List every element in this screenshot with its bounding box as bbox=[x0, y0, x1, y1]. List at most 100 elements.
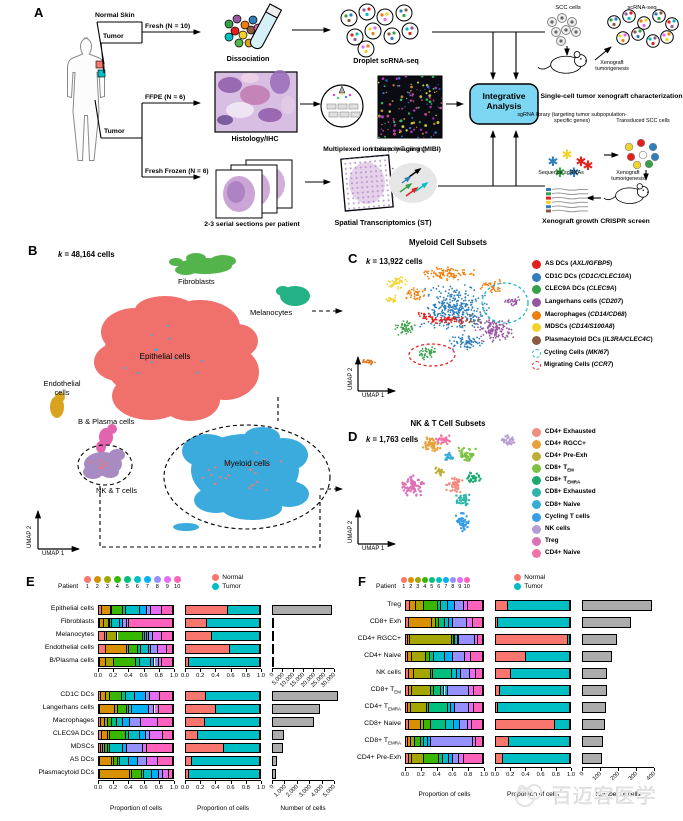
patient-number: 3 bbox=[416, 584, 420, 590]
proportion-axis: 0.0 0.2 0.4 0.6 0.8 1.0 bbox=[491, 767, 575, 787]
bar-segment bbox=[127, 644, 130, 653]
bar-segment bbox=[99, 743, 102, 752]
count-bar-track bbox=[582, 617, 654, 628]
bar-segment bbox=[455, 635, 458, 644]
patient-legend-entry: 3 bbox=[102, 576, 112, 590]
label-scrnaseq: scRNA-seq bbox=[627, 5, 657, 11]
row-label: CD8+ Exh bbox=[369, 618, 401, 626]
bar-segment bbox=[100, 756, 112, 765]
bar-segment bbox=[440, 601, 449, 610]
bar-segment bbox=[409, 669, 414, 678]
stacked-bar-by-patient bbox=[405, 634, 484, 645]
axis-tick-label: 0.8 bbox=[241, 785, 250, 791]
bar-segment bbox=[186, 631, 212, 640]
legend-label: Cycling T cells bbox=[545, 512, 590, 520]
stacked-bar-normal-tumor bbox=[185, 617, 261, 628]
patient-number: 5 bbox=[125, 584, 129, 590]
bar-segment bbox=[122, 605, 126, 614]
umap-b-axes bbox=[34, 509, 81, 553]
patient-color-dot bbox=[103, 576, 111, 583]
axis-tick-label: 0.4 bbox=[211, 785, 220, 791]
legend-item: Treg bbox=[532, 535, 682, 547]
bar-segment bbox=[99, 605, 102, 614]
bar-segment bbox=[467, 601, 483, 610]
bar-segment bbox=[498, 618, 570, 627]
count-bar bbox=[272, 690, 338, 701]
count-bar bbox=[272, 617, 274, 628]
axis-tick-label: 1.0 bbox=[256, 673, 266, 679]
bar-segment bbox=[104, 618, 109, 627]
transduced-cells-icon bbox=[624, 138, 660, 170]
stacked-bar-normal-tumor bbox=[185, 643, 261, 654]
bar-segment bbox=[427, 737, 431, 746]
axis-tick-label: 5,000 bbox=[322, 784, 338, 799]
stacked-bar-normal-tumor bbox=[185, 755, 261, 766]
patient-legend-entry: 1 bbox=[400, 577, 407, 590]
table-row: AS DCs bbox=[18, 754, 350, 767]
label-endothelial-cells: Endothelial cells bbox=[43, 379, 81, 397]
axis-tick-label: 0.6 bbox=[226, 673, 235, 679]
bar-segment bbox=[123, 618, 128, 627]
patient-color-dot bbox=[449, 577, 456, 583]
stacked-bar-normal-tumor bbox=[495, 736, 571, 747]
mibi-image bbox=[377, 75, 443, 139]
bar-segment bbox=[478, 635, 483, 644]
patient-number: 8 bbox=[155, 584, 159, 590]
bar-segment bbox=[224, 743, 260, 752]
bar-segment bbox=[138, 644, 142, 653]
bar-segment bbox=[464, 652, 471, 661]
stacked-bar-normal-tumor bbox=[185, 768, 261, 779]
stacked-bar-by-patient bbox=[98, 716, 174, 727]
legend-label: CD4+ Naive bbox=[545, 549, 581, 557]
bar-segment bbox=[408, 703, 412, 712]
table-row: Epithelial cells bbox=[18, 603, 350, 616]
bar-segment bbox=[163, 730, 173, 739]
label-b-plasma-cells: B & Plasma cells bbox=[78, 417, 135, 426]
count-bar-track bbox=[582, 668, 654, 679]
scc-cells-icon bbox=[547, 13, 581, 46]
axis-tick-label: 0.4 bbox=[521, 772, 530, 778]
svg-text:✱: ✱ bbox=[562, 147, 573, 162]
bar-segment bbox=[229, 644, 260, 653]
condition-label: Tumor bbox=[222, 583, 241, 590]
bar-segment bbox=[412, 652, 427, 661]
bar-segment bbox=[186, 691, 206, 700]
bar-segment bbox=[191, 756, 260, 765]
count-bar-track bbox=[582, 634, 654, 645]
bar-segment bbox=[115, 704, 119, 713]
sequence-sgrnas-icon bbox=[546, 188, 588, 213]
bar-segment bbox=[169, 769, 173, 778]
umap-d-scatter bbox=[401, 434, 516, 533]
patient-number: 2 bbox=[95, 584, 99, 590]
bar-segment bbox=[431, 686, 434, 695]
bar-segment bbox=[430, 737, 473, 746]
stacked-bar-by-patient bbox=[405, 753, 484, 764]
panel-a-label: A bbox=[34, 5, 44, 20]
patient-color-dot bbox=[123, 576, 131, 583]
axis-tick-label: 0.4 bbox=[124, 673, 133, 679]
bar-segment bbox=[408, 652, 413, 661]
label-nk-t-cells: NK & T cells bbox=[96, 486, 137, 495]
bar-segment bbox=[416, 601, 424, 610]
cycling-cells-outline bbox=[481, 282, 529, 324]
bar-segment bbox=[130, 769, 132, 778]
bar-segment bbox=[472, 737, 477, 746]
patient-color-dot bbox=[414, 577, 421, 583]
condition-legend-entry: Normal bbox=[212, 574, 243, 581]
bar-segment bbox=[508, 737, 570, 746]
patient-legend-entry: 9 bbox=[162, 576, 172, 590]
axis-row: 0.0 0.2 0.4 0.6 0.8 1.0 0.0 0.2 0.4 0.6 0.8 1.0 0 1,0… bbox=[18, 780, 350, 801]
axis-tick-label: 0.2 bbox=[196, 785, 205, 791]
bar-segment bbox=[150, 605, 162, 614]
stacked-bar-by-patient bbox=[405, 719, 484, 730]
axis-tick-label: 0.2 bbox=[416, 772, 425, 778]
bar-segment bbox=[426, 703, 430, 712]
row-label: Treg bbox=[387, 601, 401, 609]
axis-tick-label: 0.6 bbox=[139, 673, 148, 679]
bar-segment bbox=[151, 769, 159, 778]
bar-segment bbox=[129, 730, 141, 739]
cluster-myeloid bbox=[173, 427, 309, 531]
patient-legend-entry: 2 bbox=[407, 577, 414, 590]
legend-item: CLEC9A DCs (CLEC9A) bbox=[532, 283, 682, 296]
bar-segment bbox=[161, 657, 173, 666]
